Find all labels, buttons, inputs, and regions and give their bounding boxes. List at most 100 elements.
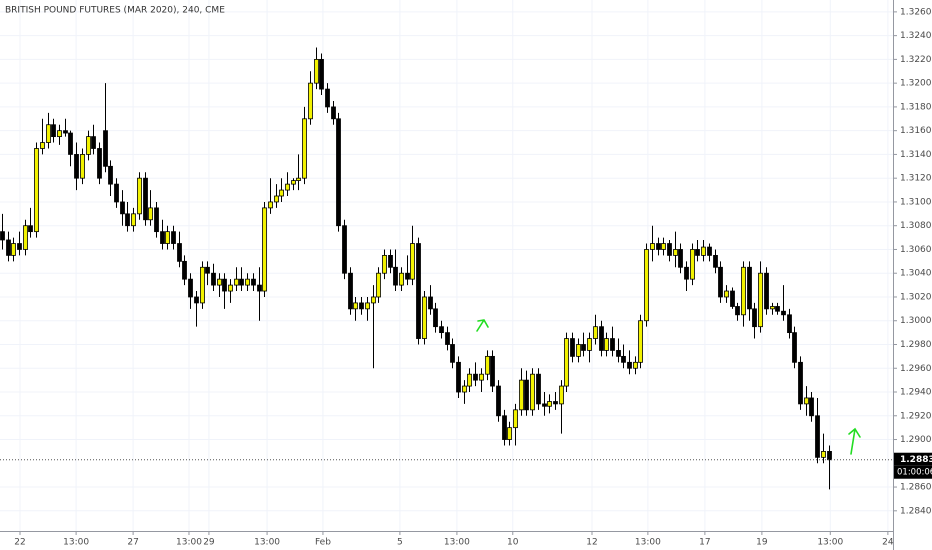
candle-body [143, 177, 148, 221]
candle-body [336, 118, 341, 227]
candle-body [86, 136, 91, 155]
x-tick-label: Feb [315, 538, 331, 548]
candle-body [787, 314, 792, 334]
y-tick-label: 1.3020 [900, 292, 932, 302]
candle-body [57, 130, 62, 138]
candle-body [599, 326, 604, 351]
candle-body [627, 361, 632, 369]
candle-body [217, 278, 222, 286]
candle-body [718, 266, 723, 298]
candle-body [439, 326, 444, 334]
x-tick-label: 13:00 [817, 538, 843, 548]
x-tick-label: 29 [203, 538, 215, 548]
candle-body [182, 260, 187, 280]
candle-body [103, 130, 108, 167]
candle-body [792, 332, 797, 363]
candle-body [616, 350, 621, 357]
candle-body [279, 189, 284, 197]
candle-body [222, 278, 227, 292]
candle-body [410, 243, 415, 280]
x-tick-label: 10 [507, 538, 519, 548]
candle-body [371, 296, 376, 304]
y-tick-label: 1.3200 [900, 79, 932, 89]
candle-body [695, 249, 700, 256]
candle-body [382, 255, 387, 274]
x-tick-label: 13:00 [63, 538, 89, 548]
candle-body [644, 249, 649, 322]
candle-body [388, 255, 393, 268]
y-tick-label: 1.3220 [900, 55, 932, 65]
candle-body [684, 266, 689, 280]
y-tick-label: 1.2900 [900, 435, 932, 445]
candle-body [274, 195, 279, 203]
candle-body [137, 177, 142, 215]
candle-body [775, 306, 780, 312]
candle-body [80, 154, 85, 179]
x-tick-label: 19 [756, 538, 768, 548]
candle-body [228, 284, 233, 292]
candle-body [120, 201, 125, 215]
candle-body [154, 207, 159, 233]
candle-body [536, 373, 541, 405]
candle-body [194, 296, 199, 304]
candle-body [479, 373, 484, 381]
candle-body [604, 338, 609, 351]
y-tick-label: 1.3120 [900, 174, 932, 184]
candle-body [331, 106, 336, 120]
candle-body [91, 136, 96, 149]
candle-body [690, 249, 695, 280]
candle-body [97, 148, 102, 179]
candle-body [291, 180, 296, 185]
chart-title: BRITISH POUND FUTURES (MAR 2020), 240, C… [5, 6, 225, 16]
x-tick-label: 22 [14, 538, 25, 548]
candle-body [171, 231, 176, 244]
candle-body [239, 278, 244, 286]
candle-body [809, 397, 814, 417]
y-tick-label: 1.3240 [900, 31, 932, 41]
candle-body [125, 213, 130, 227]
candle-body [251, 278, 256, 286]
x-tick-label: 5 [397, 538, 403, 548]
y-tick-label: 1.3060 [900, 245, 932, 255]
candle-body [781, 310, 786, 316]
last-price-label: 1.2883 [900, 455, 932, 465]
candle-body [416, 243, 421, 339]
candle-body [405, 272, 410, 280]
candle-body [513, 409, 518, 429]
x-tick-label: 13:00 [176, 538, 202, 548]
candle-body [758, 272, 763, 328]
candle-body [752, 308, 757, 328]
candle-body [707, 246, 712, 256]
candle-body [359, 302, 364, 310]
grid [0, 0, 893, 531]
overlay: 1.2883 01:00:06 [0, 452, 932, 479]
candle-body [764, 272, 769, 310]
candle-body [638, 320, 643, 363]
candle-body [485, 355, 490, 375]
candle-body [456, 361, 461, 393]
x-tick-label: 13:00 [635, 538, 661, 548]
candle-body [815, 415, 820, 458]
y-tick-label: 1.3180 [900, 102, 932, 112]
candle-body [0, 231, 5, 241]
candle-body [821, 451, 826, 458]
candle-body [542, 403, 547, 407]
candle-body [428, 296, 433, 310]
candle-body [308, 82, 313, 120]
candle-body [51, 124, 56, 138]
candle-body [165, 231, 170, 244]
candle-body [667, 243, 672, 256]
candle-body [205, 266, 210, 274]
candle-body [502, 415, 507, 440]
y-tick-label: 1.3080 [900, 221, 932, 231]
last-price-box [894, 452, 932, 466]
x-tick-label: 13:00 [444, 538, 470, 548]
candle-body [28, 225, 33, 233]
x-tick-label: 24 [882, 538, 894, 548]
countdown-box [894, 465, 932, 479]
candle-body [735, 306, 740, 316]
candle-body [559, 385, 564, 405]
annotation-arrow [476, 319, 489, 332]
y-tick-label: 1.2940 [900, 388, 932, 398]
candle-body [211, 272, 216, 286]
